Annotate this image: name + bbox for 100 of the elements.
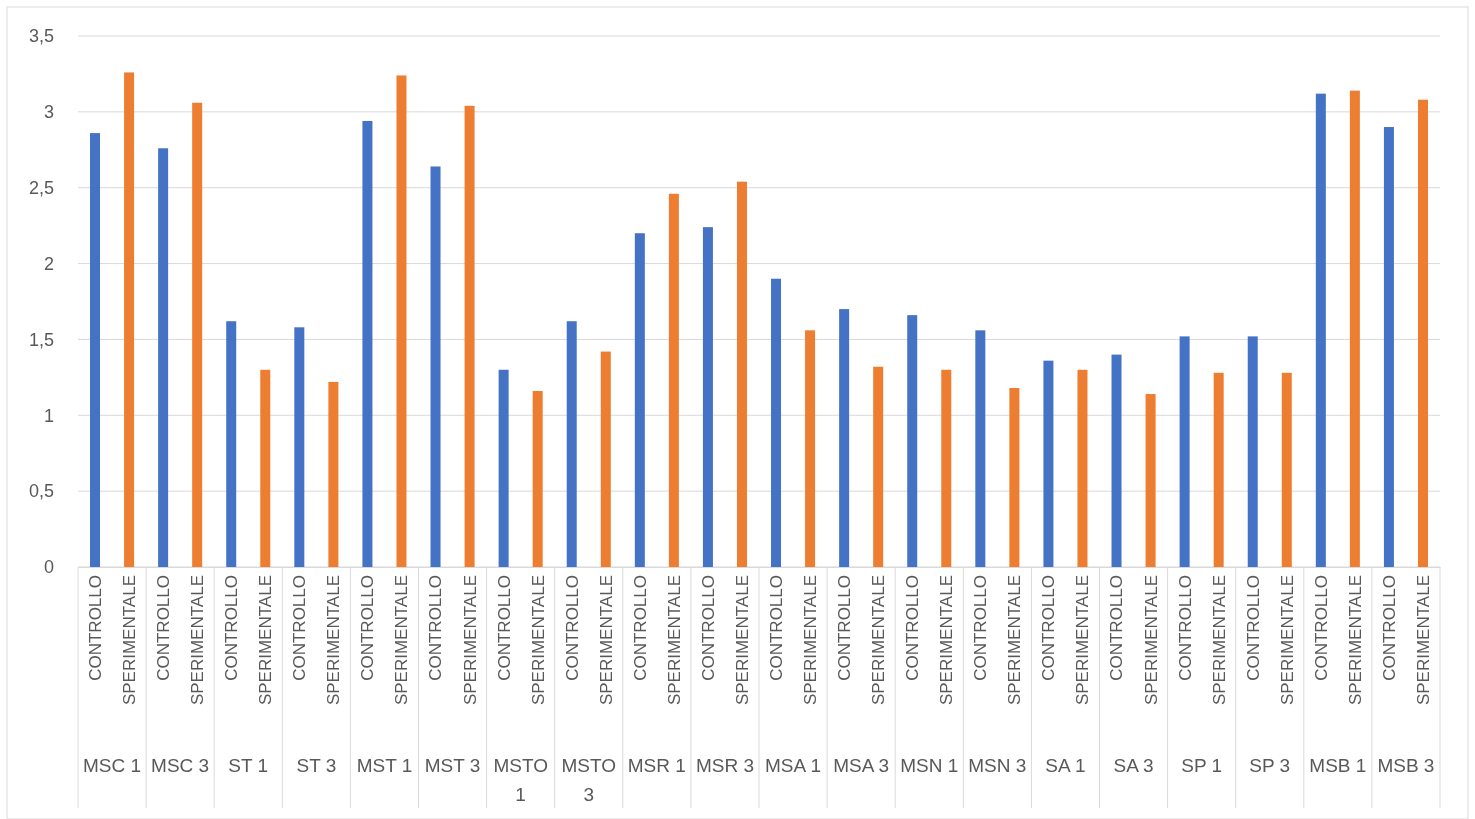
bar <box>566 321 577 567</box>
text: MSC 3 <box>151 755 210 776</box>
bar <box>396 75 407 567</box>
bar <box>328 381 339 567</box>
x-tick-label: SPERIMENTALE <box>1141 575 1161 706</box>
text: SP 3 <box>1249 755 1291 776</box>
x-tick-label: SPERIMENTALE <box>869 575 889 706</box>
x-tick-label: SPERIMENTALE <box>324 575 344 706</box>
x-tick-label: CONTROLLO <box>1107 575 1127 681</box>
bar <box>1213 372 1224 567</box>
x-tick-label: CONTROLLO <box>358 575 378 681</box>
y-tick-label: 3,5 <box>28 26 54 47</box>
bar <box>771 278 782 567</box>
bar <box>668 193 679 567</box>
x-tick-label: SPERIMENTALE <box>1073 575 1093 706</box>
x-tick-label: SPERIMENTALE <box>120 575 140 706</box>
y-tick-label: 1,5 <box>28 329 54 350</box>
text: MSA 1 <box>765 755 822 776</box>
bar <box>498 369 509 567</box>
bar <box>941 369 952 567</box>
bar <box>1349 90 1360 567</box>
bar <box>1383 127 1394 567</box>
bar <box>805 330 816 567</box>
x-tick-label: SPERIMENTALE <box>1277 575 1297 706</box>
x-tick-label: SPERIMENTALE <box>596 575 616 706</box>
x-tick-label: SPERIMENTALE <box>1345 575 1365 706</box>
text: SP 1 <box>1181 755 1223 776</box>
text: MSTO 3 <box>561 755 617 805</box>
x-tick-label: CONTROLLO <box>1039 575 1059 681</box>
x-tick-label: CONTROLLO <box>1175 575 1195 681</box>
text: ST 3 <box>296 755 337 776</box>
x-tick-label: SPERIMENTALE <box>1209 575 1229 706</box>
x-tick-label: CONTROLLO <box>971 575 991 681</box>
x-tick-label: CONTROLLO <box>494 575 514 681</box>
text: MSB 3 <box>1377 755 1435 776</box>
text: MSA 3 <box>833 755 890 776</box>
bar <box>124 72 135 567</box>
bar <box>294 327 305 567</box>
bar <box>736 181 747 567</box>
x-tick-label: SPERIMENTALE <box>937 575 957 706</box>
x-tick-label: SPERIMENTALE <box>460 575 480 706</box>
x-tick-label: CONTROLLO <box>1379 575 1399 681</box>
x-tick-label: CONTROLLO <box>630 575 650 681</box>
bar <box>158 148 169 567</box>
x-tick-label: CONTROLLO <box>426 575 446 681</box>
bar <box>362 120 373 567</box>
x-tick-label: CONTROLLO <box>222 575 242 681</box>
y-tick-label: 0,5 <box>28 481 54 502</box>
bar <box>975 330 986 567</box>
x-tick-label: CONTROLLO <box>154 575 174 681</box>
x-tick-label: CONTROLLO <box>290 575 310 681</box>
bar <box>430 166 441 567</box>
bar <box>1281 372 1292 567</box>
bar <box>702 227 713 567</box>
bar <box>532 391 543 567</box>
x-tick-label: SPERIMENTALE <box>1413 575 1433 706</box>
text: ST 1 <box>228 755 269 776</box>
text: MSN 3 <box>968 755 1027 776</box>
x-tick-label: SPERIMENTALE <box>256 575 276 706</box>
x-tick-label: SPERIMENTALE <box>801 575 821 706</box>
y-tick-label: 3 <box>43 102 54 123</box>
x-tick-label: CONTROLLO <box>85 575 105 681</box>
bar <box>839 309 850 567</box>
x-tick-label: CONTROLLO <box>766 575 786 681</box>
bar <box>873 366 884 567</box>
x-tick-label: CONTROLLO <box>562 575 582 681</box>
text: MSR 3 <box>695 755 754 776</box>
bar <box>192 102 203 567</box>
bar <box>90 133 101 567</box>
text: MST 3 <box>424 755 481 776</box>
text: MSC 1 <box>83 755 142 776</box>
text: MSB 1 <box>1309 755 1367 776</box>
y-tick-label: 2 <box>43 253 54 274</box>
bar <box>1009 387 1020 567</box>
bar <box>1043 360 1054 567</box>
x-tick-label: SPERIMENTALE <box>732 575 752 706</box>
y-tick-label: 0 <box>43 557 54 578</box>
x-tick-label: CONTROLLO <box>835 575 855 681</box>
y-tick-label: 2,5 <box>28 177 54 198</box>
text: MSTO 1 <box>493 755 548 805</box>
bar <box>634 233 645 567</box>
x-tick-label: SPERIMENTALE <box>1005 575 1025 706</box>
bar <box>1417 99 1428 567</box>
text: MST 1 <box>356 755 413 776</box>
text: SA 3 <box>1113 755 1154 776</box>
bar <box>1077 369 1088 567</box>
bar <box>464 105 475 567</box>
x-tick-label: CONTROLLO <box>1243 575 1263 681</box>
x-tick-label: CONTROLLO <box>1311 575 1331 681</box>
x-tick-label: CONTROLLO <box>698 575 718 681</box>
bar <box>600 351 611 567</box>
x-tick-label: SPERIMENTALE <box>188 575 208 706</box>
bar <box>1111 354 1122 567</box>
x-tick-label: SPERIMENTALE <box>392 575 412 706</box>
text: MSN 1 <box>900 755 959 776</box>
x-tick-label: CONTROLLO <box>903 575 923 681</box>
bar <box>1145 394 1156 567</box>
text: SA 1 <box>1045 755 1086 776</box>
y-tick-label: 1 <box>43 405 54 426</box>
bar <box>226 321 237 567</box>
